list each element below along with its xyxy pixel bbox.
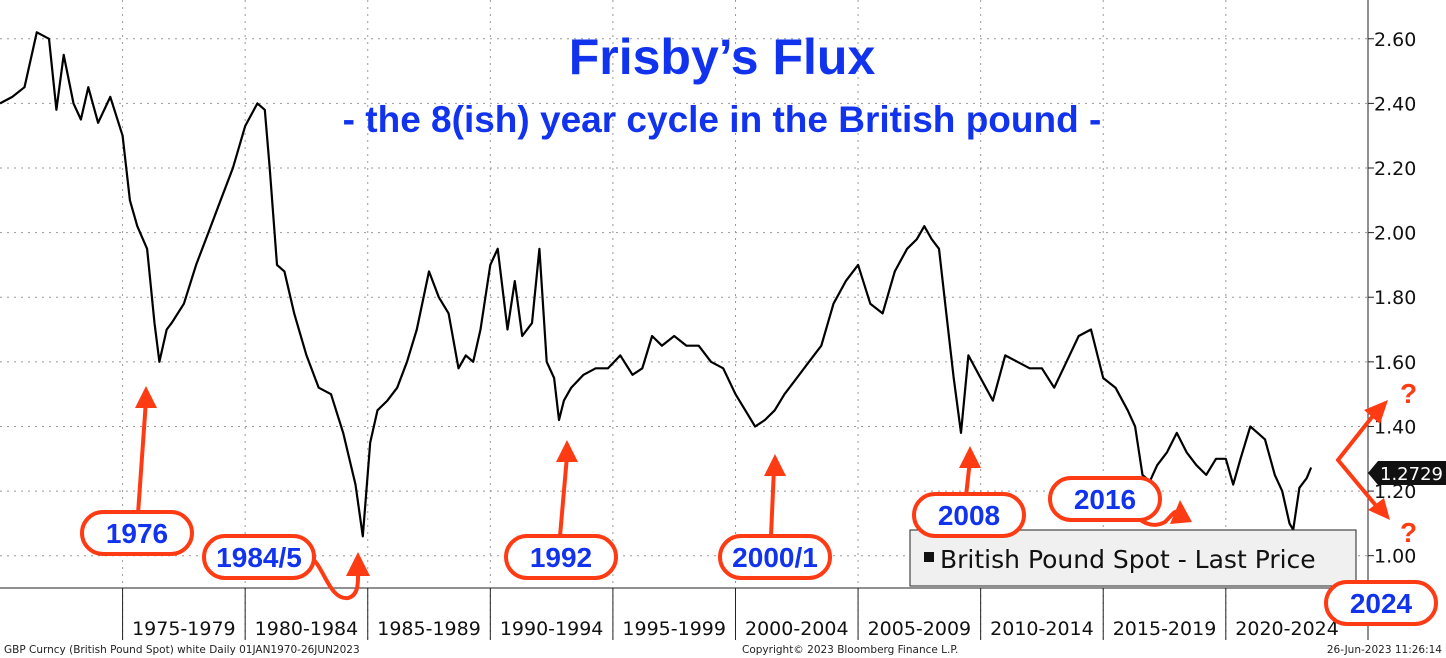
arrowhead-1976 bbox=[135, 386, 157, 408]
y-tick-label: 2.00 bbox=[1374, 223, 1416, 245]
footer-copyright: Copyright© 2023 Bloomberg Finance L.P. bbox=[742, 644, 958, 656]
footer-source: GBP Curncy (British Pound Spot) white Da… bbox=[4, 644, 360, 656]
y-tick-label: 2.20 bbox=[1374, 158, 1416, 180]
annotation-1992: 1992 bbox=[504, 534, 618, 580]
x-tick-labels: 1975-1979 1980-1984 1985-1989 1990-1994 1995… bbox=[122, 588, 1339, 640]
y-tick-label: 2.40 bbox=[1374, 93, 1416, 115]
annotation-2024: 2024 bbox=[1324, 580, 1438, 626]
chart-title: Frisby’s Flux bbox=[569, 29, 876, 85]
arrowhead-1984 bbox=[346, 552, 370, 576]
annotation-arrows bbox=[136, 398, 1380, 600]
legend-label: British Pound Spot - Last Price bbox=[940, 545, 1316, 574]
y-tick-label: 1.60 bbox=[1374, 352, 1416, 374]
annotation-1976: 1976 bbox=[80, 510, 194, 556]
axes bbox=[0, 0, 1369, 640]
annotation-2000-text: 2000/1 bbox=[732, 542, 818, 573]
x-tick-label: 2005-2009 bbox=[868, 618, 972, 640]
arrow-1984 bbox=[310, 556, 361, 600]
arrowhead-2000 bbox=[764, 454, 786, 476]
last-price-label: 1.2729 bbox=[1380, 464, 1443, 485]
x-tick-label: 2010-2014 bbox=[990, 618, 1094, 640]
question-mark-down: ? bbox=[1400, 517, 1417, 548]
legend: British Pound Spot - Last Price bbox=[909, 529, 1357, 587]
y-tick-label: 1.80 bbox=[1374, 287, 1416, 309]
y-tick-label: 1.20 bbox=[1374, 481, 1416, 503]
x-tick-label: 2020-2024 bbox=[1235, 618, 1339, 640]
arrow-heads bbox=[135, 386, 1390, 576]
x-tick-label: 1980-1984 bbox=[255, 618, 359, 640]
arrow-1976 bbox=[136, 398, 148, 516]
x-tick-label: 1985-1989 bbox=[377, 618, 481, 640]
arrowhead-2008 bbox=[959, 446, 981, 468]
arrowhead-2024-up bbox=[1364, 400, 1388, 424]
annotation-1976-text: 1976 bbox=[106, 518, 168, 549]
arrow-1992 bbox=[558, 454, 569, 538]
question-mark-up: ? bbox=[1400, 378, 1417, 409]
x-tick-label: 2015-2019 bbox=[1113, 618, 1217, 640]
arrow-2024-up bbox=[1336, 410, 1378, 462]
arrowhead-2024-down bbox=[1368, 498, 1390, 520]
annotation-2000: 2000/1 bbox=[718, 534, 832, 580]
last-price-tag: 1.2729 bbox=[1368, 461, 1446, 485]
arrow-2000 bbox=[769, 466, 776, 538]
annotation-1992-text: 1992 bbox=[530, 542, 592, 573]
annotation-1984: 1984/5 bbox=[202, 534, 316, 580]
y-tick-label: 1.40 bbox=[1374, 416, 1416, 438]
annotation-2008-text: 2008 bbox=[938, 500, 1000, 531]
arrow-2024-down bbox=[1336, 458, 1380, 510]
annotation-1984-text: 1984/5 bbox=[216, 542, 302, 573]
footer-timestamp: 26-Jun-2023 11:26:14 bbox=[1327, 644, 1442, 656]
legend-swatch bbox=[924, 552, 934, 562]
annotation-2016: 2016 bbox=[1048, 476, 1162, 522]
y-tick-label: 2.60 bbox=[1374, 29, 1416, 51]
annotation-2016-text: 2016 bbox=[1074, 484, 1136, 515]
annotation-2008: 2008 bbox=[912, 492, 1026, 538]
arrowhead-2016 bbox=[1170, 500, 1192, 524]
y-tick-label: 1.00 bbox=[1374, 546, 1416, 568]
x-tick-label: 1990-1994 bbox=[500, 618, 604, 640]
y-tick-labels: 1.00 1.20 1.40 1.60 1.80 2.00 2.20 2.40 2.60 bbox=[1368, 29, 1416, 568]
x-tick-label: 2000-2004 bbox=[745, 618, 849, 640]
x-tick-label: 1995-1999 bbox=[622, 618, 726, 640]
arrowhead-1992 bbox=[556, 440, 578, 462]
annotation-2024-text: 2024 bbox=[1350, 588, 1413, 619]
series-line bbox=[0, 31, 1313, 538]
chart-subtitle: - the 8(ish) year cycle in the British p… bbox=[343, 99, 1102, 140]
x-tick-label: 1975-1979 bbox=[132, 618, 236, 640]
